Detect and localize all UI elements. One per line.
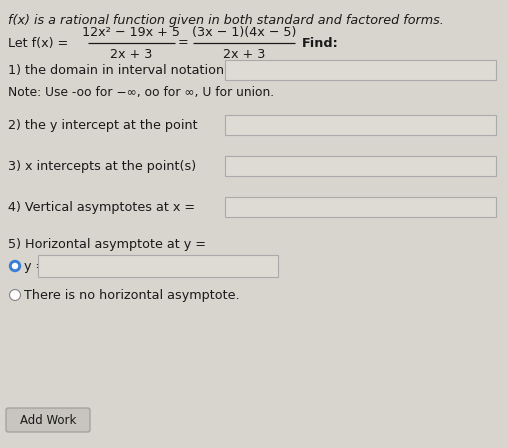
- Text: 12x² − 19x + 5: 12x² − 19x + 5: [82, 26, 180, 39]
- Text: f(x) is a rational function given in both standard and factored forms.: f(x) is a rational function given in bot…: [8, 14, 444, 27]
- Text: 1) the domain in interval notation: 1) the domain in interval notation: [8, 64, 224, 77]
- Circle shape: [10, 289, 20, 301]
- FancyBboxPatch shape: [225, 60, 496, 80]
- FancyBboxPatch shape: [225, 115, 496, 135]
- Text: 3) x intercepts at the point(s): 3) x intercepts at the point(s): [8, 159, 196, 172]
- FancyBboxPatch shape: [225, 156, 496, 176]
- Text: There is no horizontal asymptote.: There is no horizontal asymptote.: [24, 289, 240, 302]
- Text: Find:: Find:: [302, 36, 339, 49]
- Text: 4) Vertical asymptotes at x =: 4) Vertical asymptotes at x =: [8, 201, 195, 214]
- FancyBboxPatch shape: [225, 197, 496, 217]
- Text: =: =: [178, 36, 188, 49]
- FancyBboxPatch shape: [38, 255, 278, 277]
- Text: y =: y =: [24, 259, 46, 272]
- Text: Note: Use -oo for −∞, oo for ∞, U for union.: Note: Use -oo for −∞, oo for ∞, U for un…: [8, 86, 274, 99]
- Text: Add Work: Add Work: [20, 414, 76, 426]
- Text: (3x − 1)(4x − 5): (3x − 1)(4x − 5): [192, 26, 296, 39]
- Text: 2x + 3: 2x + 3: [223, 47, 265, 60]
- Circle shape: [10, 260, 20, 271]
- Text: 2) the y intercept at the point: 2) the y intercept at the point: [8, 119, 198, 132]
- FancyBboxPatch shape: [6, 408, 90, 432]
- Text: 2x + 3: 2x + 3: [110, 47, 153, 60]
- Text: 5) Horizontal asymptote at y =: 5) Horizontal asymptote at y =: [8, 237, 206, 250]
- Text: Let f(x) =: Let f(x) =: [8, 36, 72, 49]
- Circle shape: [13, 263, 17, 268]
